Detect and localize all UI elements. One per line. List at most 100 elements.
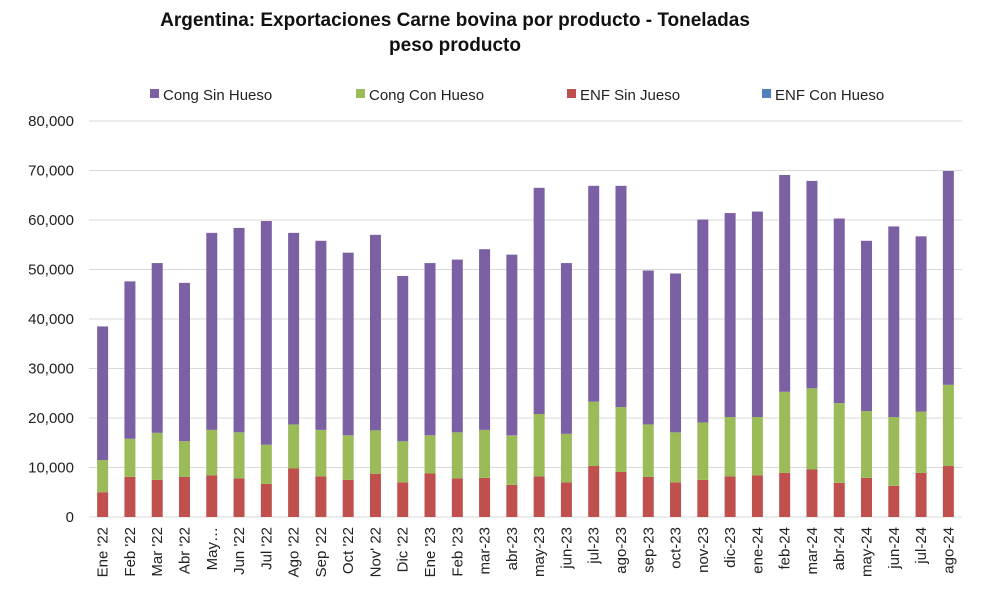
- bar-segment-enf-sin-jueso: [915, 472, 927, 517]
- bar-segment-enf-sin-jueso: [151, 479, 163, 517]
- bar-segment-enf-sin-jueso: [697, 479, 709, 517]
- bar-segment-cong-con-hueso: [506, 435, 518, 485]
- bar-segment-cong-sin-hueso: [315, 240, 327, 430]
- bar-segment-enf-sin-jueso: [724, 476, 736, 517]
- bar-segment-enf-sin-jueso: [751, 475, 763, 517]
- y-tick-label: 10,000: [28, 460, 74, 477]
- legend-item: ENF Sin Jueso: [567, 87, 680, 104]
- x-tick-label: mar-23: [477, 527, 494, 575]
- legend-swatch: [762, 89, 771, 98]
- bar-segment-enf-sin-jueso: [342, 479, 354, 517]
- x-axis: Ene '22 Feb '22 Mar '22 Abr '22 May… Jun '22 J…: [95, 527, 958, 577]
- x-tick-label: Feb '22: [122, 527, 139, 577]
- bar-segment-cong-con-hueso: [670, 432, 682, 483]
- bar-segment-cong-con-hueso: [451, 432, 463, 479]
- bar-segment-enf-sin-jueso: [506, 484, 518, 517]
- bar-segment-cong-sin-hueso: [588, 185, 600, 402]
- bar-segment-cong-sin-hueso: [942, 170, 954, 385]
- bar-segment-enf-sin-jueso: [233, 478, 245, 517]
- bar-segment-cong-sin-hueso: [369, 234, 381, 431]
- bar-segment-cong-con-hueso: [424, 435, 436, 474]
- x-tick-label: oct-23: [668, 527, 685, 569]
- y-tick-label: 30,000: [28, 361, 74, 378]
- x-tick-label: nov-23: [695, 527, 712, 573]
- legend-item: ENF Con Hueso: [762, 87, 884, 104]
- bar-segment-enf-sin-jueso: [451, 478, 463, 517]
- y-tick-label: 50,000: [28, 262, 74, 279]
- bar-segment-cong-sin-hueso: [124, 281, 136, 439]
- bar-segment-cong-sin-hueso: [342, 252, 354, 436]
- bar-segment-cong-con-hueso: [151, 432, 163, 480]
- x-tick-label: Dic '22: [395, 527, 412, 572]
- x-tick-label: Jul '22: [258, 527, 275, 570]
- x-tick-label: ago-23: [613, 527, 630, 574]
- bar-segment-cong-con-hueso: [942, 384, 954, 467]
- x-tick-label: Jun '22: [231, 527, 248, 575]
- bar-segment-cong-sin-hueso: [642, 270, 654, 425]
- legend-swatch: [150, 89, 159, 98]
- bar-segment-cong-con-hueso: [260, 444, 272, 484]
- bar-segment-enf-sin-jueso: [560, 482, 572, 517]
- x-tick-label: jun-24: [886, 527, 903, 570]
- bar-segment-enf-sin-jueso: [206, 475, 218, 517]
- bar-segment-cong-sin-hueso: [615, 185, 627, 408]
- bar-segment-cong-sin-hueso: [397, 275, 409, 442]
- bar-segment-enf-sin-jueso: [615, 471, 627, 517]
- x-tick-label: Ago '22: [286, 527, 303, 577]
- bar-segment-cong-sin-hueso: [479, 249, 491, 430]
- bar-segment-cong-sin-hueso: [260, 220, 272, 445]
- bar-segment-enf-sin-jueso: [424, 473, 436, 517]
- bar-segment-enf-sin-jueso: [315, 476, 327, 517]
- bar-segment-cong-sin-hueso: [833, 218, 845, 404]
- bar-segment-cong-con-hueso: [124, 438, 136, 477]
- y-tick-label: 40,000: [28, 311, 74, 328]
- bar-segment-cong-con-hueso: [588, 401, 600, 467]
- y-tick-label: 0: [66, 509, 74, 526]
- bar-segment-cong-con-hueso: [615, 407, 627, 472]
- bar-segment-enf-sin-jueso: [779, 472, 791, 517]
- bar-segment-cong-con-hueso: [779, 391, 791, 473]
- bar-segment-enf-sin-jueso: [861, 477, 873, 517]
- bar-segment-cong-sin-hueso: [178, 282, 190, 442]
- x-tick-label: may-23: [531, 527, 548, 577]
- x-tick-label: Sep '22: [313, 527, 330, 577]
- bar-segment-enf-sin-jueso: [260, 483, 272, 517]
- y-tick-label: 20,000: [28, 410, 74, 427]
- x-tick-label: dic-23: [722, 527, 739, 568]
- bar-segment-cong-sin-hueso: [506, 254, 518, 436]
- bar-segment-cong-con-hueso: [833, 403, 845, 483]
- x-tick-label: Oct '22: [340, 527, 357, 574]
- y-tick-label: 80,000: [28, 113, 74, 130]
- x-tick-label: jul-23: [586, 527, 603, 565]
- bar-segment-enf-sin-jueso: [888, 485, 900, 517]
- bar-segment-enf-sin-jueso: [369, 473, 381, 517]
- chart-title-line-1: Argentina: Exportaciones Carne bovina po…: [160, 10, 750, 31]
- x-tick-label: Mar '22: [149, 527, 166, 577]
- legend-label: ENF Con Hueso: [775, 87, 884, 104]
- legend-label: Cong Con Hueso: [369, 87, 484, 104]
- legend-label: Cong Sin Hueso: [163, 87, 272, 104]
- bar-segment-cong-sin-hueso: [697, 219, 709, 423]
- x-tick-label: Nov' 22: [367, 527, 384, 577]
- bar-segment-enf-sin-jueso: [97, 492, 109, 517]
- bar-segment-enf-sin-jueso: [588, 466, 600, 517]
- bar-segment-cong-con-hueso: [533, 414, 545, 477]
- x-tick-label: ene-24: [749, 527, 766, 574]
- bar-segment-cong-con-hueso: [315, 429, 327, 477]
- x-tick-label: mar-24: [804, 527, 821, 575]
- bar-segment-cong-con-hueso: [751, 417, 763, 476]
- bar-segment-cong-con-hueso: [861, 411, 873, 478]
- x-tick-label: jun-23: [558, 527, 575, 570]
- legend-item: Cong Con Hueso: [356, 87, 484, 104]
- legend: Cong Sin Hueso Cong Con Hueso ENF Sin Jues…: [150, 87, 884, 104]
- bar-segment-cong-con-hueso: [724, 417, 736, 477]
- bar-segment-cong-con-hueso: [233, 432, 245, 479]
- bar-segment-cong-sin-hueso: [206, 232, 218, 430]
- bar-segment-cong-con-hueso: [697, 422, 709, 480]
- x-tick-label: Ene '22: [95, 527, 112, 577]
- bar-segment-cong-con-hueso: [342, 435, 354, 480]
- legend-swatch: [356, 89, 365, 98]
- bar-segment-cong-sin-hueso: [451, 259, 463, 433]
- bar-segment-enf-sin-jueso: [124, 476, 136, 517]
- bar-segment-cong-sin-hueso: [751, 211, 763, 418]
